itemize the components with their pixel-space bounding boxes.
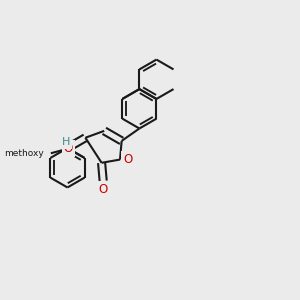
Text: O: O [64,142,73,155]
Text: O: O [98,183,108,196]
Text: H: H [62,137,70,147]
Text: O: O [123,153,133,166]
Text: methoxy: methoxy [4,149,44,158]
